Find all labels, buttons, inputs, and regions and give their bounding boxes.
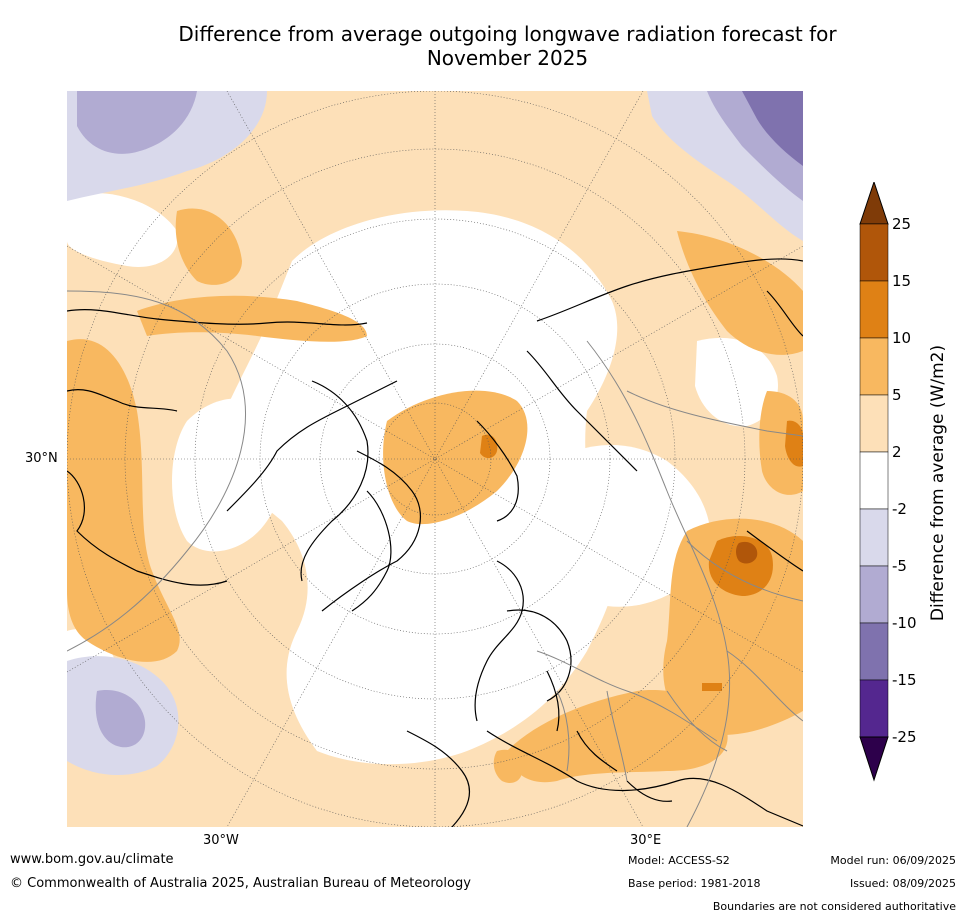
model-run-text: Model run: 06/09/2025 [830,854,956,867]
anomaly-positive-asia-east [759,391,803,495]
anomaly-negative-ne-corner-stronger [742,91,803,166]
colorbar-tick: 2 [892,443,902,461]
colorbar-swatch-5-10 [859,337,889,396]
disclaimer-text: Boundaries are not considered authoritat… [712,900,956,913]
colorbar-tick: -10 [892,614,917,632]
base-period-text: Base period: 1981-2018 [628,877,761,890]
anomaly-positive-greenland-sea [383,390,528,525]
colorbar-over-triangle [859,182,889,225]
colorbar-swatch-minus5-minus10 [859,565,889,624]
anomaly-positive-central-asia-max [736,541,758,564]
polar-map [67,91,803,827]
anomaly-positive-siberia-east [677,231,803,355]
coastlines [67,258,803,827]
colorbar-tick: -15 [892,671,917,689]
colorbar-swatch-10-15 [859,280,889,339]
chart-title: Difference from average outgoing longwav… [120,22,895,70]
colorbar-swatch-2-5 [859,394,889,453]
colorbar-tick: 5 [892,386,902,404]
anomaly-positive-western-na [67,339,180,662]
anomaly-positive-greenland-sea-strong [480,434,498,459]
anomaly-neutral-siberia [695,337,778,427]
colorbar-swatch-minus2-minus5 [859,508,889,567]
colorbar-tick: 10 [892,329,911,347]
title-line-2: November 2025 [426,46,589,70]
colorbar-tick: 15 [892,272,911,290]
colorbar-tick: -5 [892,557,907,575]
lon-label-30w: 30°W [203,833,239,848]
colorbar-under-triangle [859,736,889,782]
website-link[interactable]: www.bom.gov.au/climate [10,852,174,867]
model-text: Model: ACCESS-S2 [628,854,730,867]
anomaly-negative-sw-strong [95,690,146,748]
anomaly-positive-asia-east-strong [785,420,803,467]
lat-label-30n: 30°N [25,451,58,466]
colorbar: 25 15 10 5 2 -2 -5 -10 -15 -25 [859,182,917,782]
country-borders [67,290,803,827]
colorbar-swatch-neutral [859,451,889,510]
graticule [67,91,803,827]
colorbar-swatch-minus10-minus15 [859,622,889,681]
anomaly-negative-pacific-nw-strong [77,91,197,154]
anomaly-positive-iberia [493,749,522,783]
colorbar-title: Difference from average (W/m2) [928,344,948,622]
title-line-1: Difference from average outgoing longwav… [178,22,837,46]
copyright-text: © Commonwealth of Australia 2025, Austra… [10,876,471,891]
colorbar-swatch-minus15-minus25 [859,679,889,738]
anomaly-positive-bering [175,208,242,285]
issued-text: Issued: 08/09/2025 [849,877,956,890]
colorbar-tick: -2 [892,500,907,518]
colorbar-swatch-15-25 [859,223,889,282]
anomaly-positive-north-pacific [137,295,367,342]
colorbar-tick: 25 [892,215,911,233]
colorbar-tick: -25 [892,728,917,746]
lon-label-30e: 30°E [630,833,662,848]
anomaly-positive-caspian [702,683,722,691]
anomaly-neutral-pacific-edge [67,192,178,267]
